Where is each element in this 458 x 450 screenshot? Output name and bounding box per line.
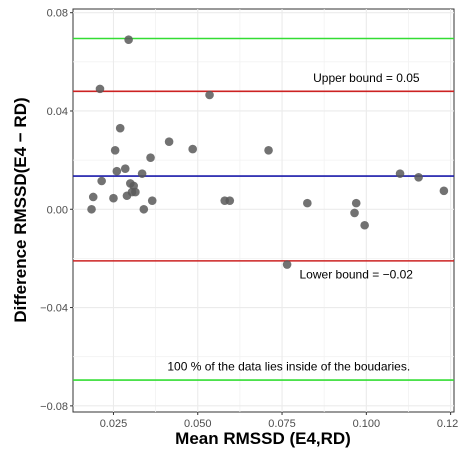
data-point bbox=[146, 153, 155, 162]
data-point bbox=[138, 169, 147, 178]
y-tick-label: 0.04 bbox=[47, 106, 68, 118]
y-axis-title: Difference RMSSD(E4 − RD) bbox=[11, 97, 30, 322]
data-point bbox=[148, 196, 157, 205]
y-tick-label: −0.08 bbox=[40, 401, 68, 413]
data-point bbox=[87, 205, 96, 214]
annotation-text: Upper bound = 0.05 bbox=[313, 71, 420, 85]
data-point bbox=[350, 209, 359, 218]
x-tick-label: 0.100 bbox=[353, 418, 381, 430]
data-point bbox=[440, 187, 449, 196]
data-point bbox=[131, 188, 140, 197]
y-tick-label: 0.08 bbox=[47, 8, 68, 20]
data-point bbox=[396, 169, 405, 178]
data-point bbox=[140, 205, 149, 214]
data-point bbox=[97, 177, 106, 186]
y-axis-ticks: −0.08 −0.04 0.00 0.04 0.08 bbox=[40, 8, 73, 413]
data-point bbox=[116, 124, 125, 133]
data-point bbox=[111, 146, 120, 155]
data-point bbox=[109, 194, 118, 203]
data-point bbox=[360, 221, 369, 230]
data-point bbox=[225, 196, 234, 205]
plot-panel bbox=[73, 9, 454, 412]
data-point bbox=[96, 85, 105, 94]
data-point bbox=[188, 145, 197, 154]
data-point bbox=[205, 91, 214, 100]
x-tick-label: 0.025 bbox=[100, 418, 128, 430]
x-tick-label: 0.125 bbox=[437, 418, 458, 430]
y-tick-label: −0.04 bbox=[40, 303, 68, 315]
data-point bbox=[283, 260, 292, 269]
data-point bbox=[414, 173, 423, 182]
data-point bbox=[124, 35, 133, 44]
annotation-text: Lower bound = −0.02 bbox=[300, 267, 414, 281]
data-point bbox=[303, 199, 312, 208]
data-point bbox=[113, 167, 122, 176]
y-tick-label: 0.00 bbox=[47, 204, 68, 216]
data-point bbox=[352, 199, 361, 208]
data-point bbox=[121, 164, 130, 173]
data-point bbox=[264, 146, 273, 155]
annotation-text: 100 % of the data lies inside of the bou… bbox=[167, 360, 410, 374]
data-point bbox=[89, 193, 98, 202]
x-axis-title: Mean RMSSD (E4,RD) bbox=[175, 429, 351, 448]
data-point bbox=[165, 137, 174, 146]
